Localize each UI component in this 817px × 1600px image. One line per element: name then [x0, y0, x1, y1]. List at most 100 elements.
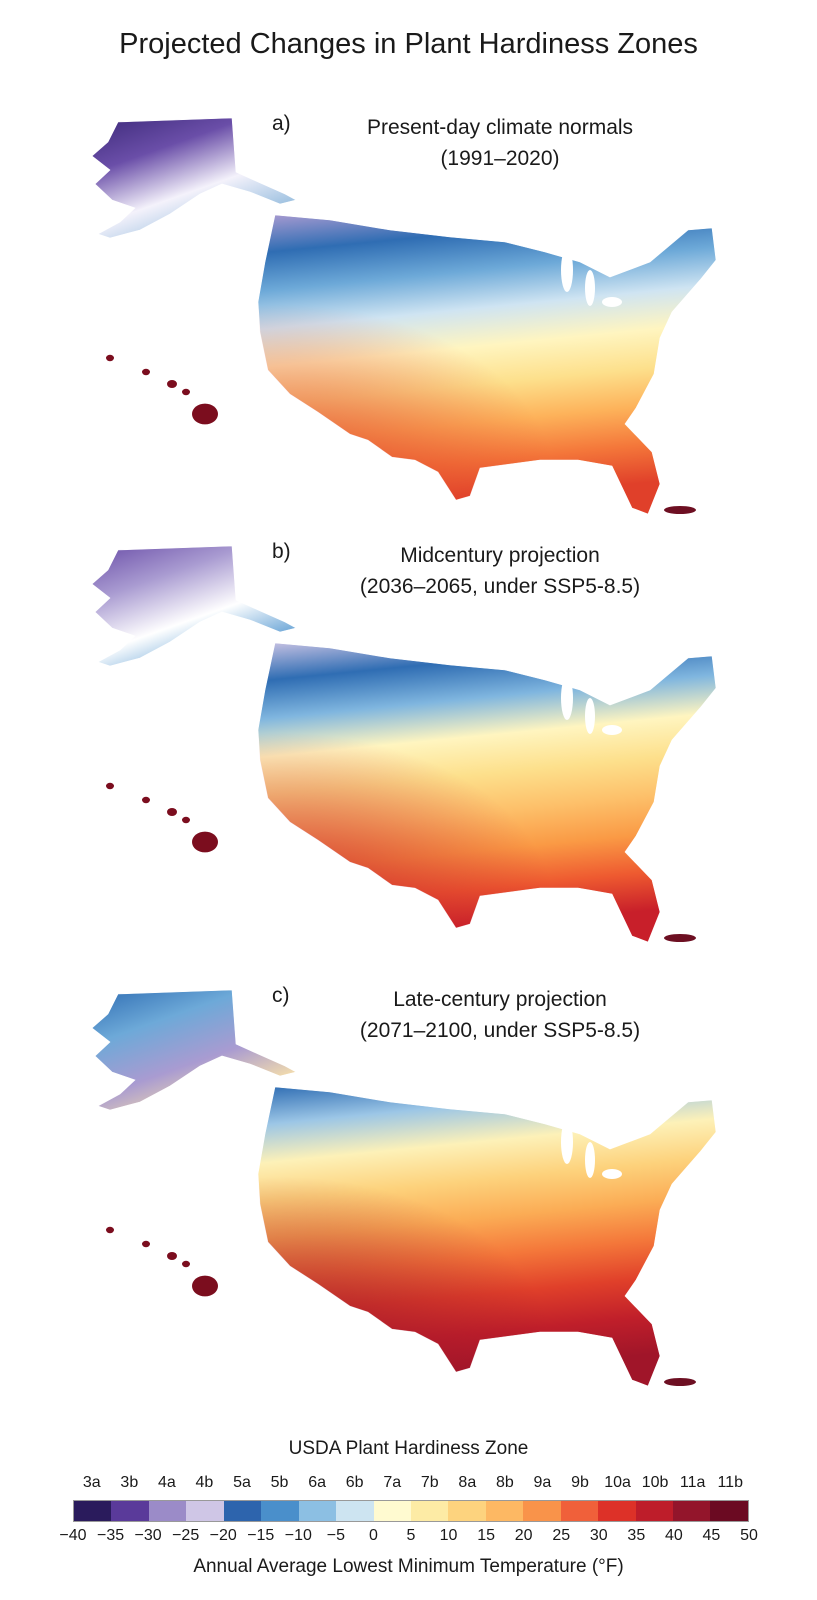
temperature-tick-labels: −40 −35 −30 −25 −20 −15 −10 −5 0 5 10 15 20 25 30 35 40 4…	[59, 1527, 757, 1547]
temperature-tick: 45	[702, 1527, 721, 1544]
great-lake	[561, 248, 573, 292]
hawaii-island	[142, 796, 150, 804]
coastal-warm-band	[258, 1087, 716, 1386]
colorbar-swatch	[111, 1501, 149, 1521]
alaska-region	[91, 117, 297, 239]
hawaii-island	[142, 368, 150, 376]
great-lake	[561, 1120, 573, 1164]
colorbar-swatch	[261, 1501, 299, 1521]
zone-label: 8a	[458, 1474, 477, 1491]
colorbar-axis-label: Annual Average Lowest Minimum Temperatur…	[193, 1556, 624, 1577]
panel-heading: Midcentury projection (2036–2065, under …	[300, 540, 700, 602]
great-lake	[602, 297, 622, 307]
colorbar-swatch	[410, 1501, 449, 1521]
panel-period: (2071–2100, under SSP5-8.5)	[359, 1019, 641, 1042]
colorbar-swatch	[373, 1501, 411, 1521]
great-lake	[602, 1169, 622, 1179]
zone-label: 6b	[345, 1474, 364, 1491]
colorbar-swatch	[560, 1501, 599, 1521]
hawaii-island	[106, 1226, 114, 1234]
temperature-tick: −25	[172, 1527, 200, 1544]
temperature-tick: 5	[406, 1527, 416, 1544]
colorbar-swatch	[223, 1501, 262, 1521]
hawaii-island	[182, 816, 190, 824]
hawaii-island	[182, 1260, 190, 1268]
hawaii-island	[182, 388, 190, 396]
panel-period: (1991–2020)	[440, 147, 560, 170]
colorbar-swatch	[598, 1501, 636, 1521]
zone-label: 11b	[717, 1474, 743, 1491]
temperature-tick: −40	[59, 1527, 87, 1544]
colorbar-swatch	[74, 1501, 112, 1521]
temperature-tick: 25	[552, 1527, 571, 1544]
colorbar-swatch	[336, 1501, 374, 1521]
colorbar-swatch	[710, 1501, 748, 1521]
temperature-tick: 10	[439, 1527, 458, 1544]
zone-label: 8b	[495, 1474, 514, 1491]
zone-label: 10a	[604, 1474, 631, 1491]
zone-label: 5b	[270, 1474, 289, 1491]
great-lake	[585, 270, 595, 306]
zone-label: 9a	[533, 1474, 552, 1491]
map-present-day	[91, 117, 717, 515]
panel-c: c) Late-century projection (2071–2100, u…	[0, 984, 817, 1404]
map-midcentury	[91, 545, 717, 943]
panel-heading: Late-century projection (2071–2100, unde…	[300, 984, 700, 1046]
hawaii-island	[192, 403, 218, 425]
panel-letter: c)	[272, 984, 290, 1007]
zone-label: 4b	[195, 1474, 214, 1491]
temperature-tick: 40	[664, 1527, 683, 1544]
great-lake	[585, 698, 595, 734]
temperature-tick: 20	[514, 1527, 533, 1544]
temperature-tick: −20	[209, 1527, 237, 1544]
hawaii-island	[167, 1252, 177, 1260]
great-lake	[585, 1142, 595, 1178]
colorbar-swatch	[148, 1501, 187, 1521]
temperature-tick: −30	[134, 1527, 162, 1544]
temperature-tick: −5	[326, 1527, 345, 1544]
colorbar-swatch	[523, 1501, 561, 1521]
zone-label: 11a	[679, 1474, 706, 1491]
panel-a: a) Present-day climate normals (1991–202…	[0, 112, 817, 532]
temperature-tick: −35	[96, 1527, 125, 1544]
zone-label: 5a	[233, 1474, 251, 1491]
temperature-tick: 50	[740, 1527, 758, 1544]
zone-label: 3b	[120, 1474, 139, 1491]
hawaii-island	[142, 1240, 150, 1248]
zone-label: 10b	[641, 1474, 669, 1491]
temperature-tick: 35	[627, 1527, 646, 1544]
zone-label: 4a	[157, 1474, 176, 1491]
puerto-rico-region	[664, 934, 696, 942]
panel-subtitle: Late-century projection	[393, 988, 607, 1011]
colorbar-swatch	[186, 1501, 224, 1521]
alaska-region	[91, 989, 297, 1111]
coastal-warm-band	[258, 215, 716, 514]
great-lake	[561, 676, 573, 720]
temperature-tick: 30	[589, 1527, 608, 1544]
temperature-tick: −10	[284, 1527, 312, 1544]
puerto-rico-region	[664, 1378, 696, 1386]
temperature-tick: 15	[477, 1527, 495, 1544]
zone-labels: 3a 3b 4a 4b 5a 5b 6a 6b 7a 7b 8a 8b 9a 9b 10a 10b 11a 11b	[73, 1474, 749, 1496]
legend-title: USDA Plant Hardiness Zone	[288, 1438, 529, 1459]
hawaii-island	[106, 354, 114, 362]
hawaii-island	[167, 808, 177, 816]
colorbar-swatch	[298, 1501, 337, 1521]
alaska-region	[91, 545, 297, 667]
zone-label: 7a	[383, 1474, 402, 1491]
hawaii-island	[192, 1275, 218, 1297]
temperature-tick: 0	[368, 1527, 378, 1544]
puerto-rico-region	[664, 506, 696, 514]
figure-title: Projected Changes in Plant Hardiness Zon…	[119, 28, 698, 60]
panel-subtitle: Present-day climate normals	[366, 116, 634, 139]
great-lake	[602, 725, 622, 735]
zone-label: 6a	[308, 1474, 326, 1491]
panel-heading: Present-day climate normals (1991–2020)	[300, 112, 700, 174]
coastal-warm-band	[258, 643, 716, 942]
colorbar-swatch	[635, 1501, 673, 1521]
hawaii-island	[106, 782, 114, 790]
map-late-century	[91, 989, 717, 1387]
colorbar-swatch	[448, 1501, 486, 1521]
zone-label: 3a	[82, 1474, 101, 1491]
panel-b: b) Midcentury projection (2036–2065, und…	[0, 540, 817, 960]
